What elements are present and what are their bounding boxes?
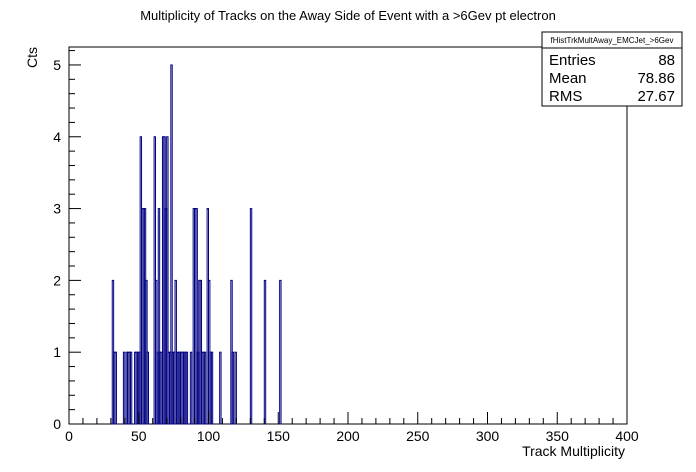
histogram-bin-45 [195, 208, 198, 425]
histogram-bin-51 [203, 351, 207, 425]
x-tick-label: 0 [65, 428, 73, 444]
stats-rms-label: RMS [549, 88, 582, 105]
histogram-bin-61 [263, 279, 267, 425]
histogram-bin-3 [122, 351, 126, 425]
histogram-bin-7 [129, 351, 133, 425]
stats-box: fHistTrkMultAway_EMCJet_>6Gev Entries 88… [541, 31, 683, 107]
stats-mean-label: Mean [549, 70, 587, 87]
histogram-bin-55 [210, 351, 214, 425]
y-tick-label: 3 [53, 201, 61, 217]
histogram-bars [111, 64, 282, 425]
histogram-bin-2 [114, 351, 117, 425]
histogram-bin-30 [170, 64, 173, 425]
chart-title: Multiplicity of Tracks on the Away Side … [140, 8, 556, 23]
stats-rms-value: 27.67 [637, 88, 675, 105]
y-tick-label: 2 [53, 272, 61, 288]
y-axis-label: Cts [24, 47, 40, 68]
x-tick-label: 250 [406, 428, 430, 444]
stats-box-frame [541, 31, 683, 107]
y-tick-label: 0 [53, 416, 61, 432]
histogram-bin-41 [185, 351, 189, 425]
stats-entries-value: 88 [658, 52, 675, 69]
histogram-bin-58 [231, 351, 235, 425]
histogram-bin-60 [249, 208, 253, 425]
x-tick-label: 150 [267, 428, 291, 444]
y-tick-label: 4 [53, 129, 61, 145]
stats-entries-label: Entries [549, 52, 596, 69]
stats-mean-value: 78.86 [637, 70, 675, 87]
x-tick-label: 400 [615, 428, 639, 444]
histogram-bin-62 [279, 279, 282, 425]
histogram-bin-59 [234, 351, 237, 425]
x-tick-label: 300 [476, 428, 500, 444]
x-tick-label: 350 [546, 428, 570, 444]
histogram-bin-42 [189, 351, 193, 425]
histogram-bin-27 [166, 136, 169, 425]
histogram-bin-21 [157, 208, 161, 425]
x-axis-label: Track Multiplicity [522, 443, 625, 459]
y-tick-label: 1 [53, 344, 61, 360]
y-axis: 0 1 2 3 4 5 [53, 50, 81, 432]
y-tick-label: 5 [53, 57, 61, 73]
histogram-bin-56 [219, 351, 222, 425]
stats-box-name: fHistTrkMultAway_EMCJet_>6Gev [551, 36, 674, 45]
histogram-bin-17 [146, 351, 150, 425]
x-tick-label: 200 [336, 428, 360, 444]
x-tick-label: 100 [197, 428, 221, 444]
x-axis: 0 50 100 150 200 250 300 350 400 [65, 412, 639, 444]
x-tick-label: 50 [131, 428, 147, 444]
